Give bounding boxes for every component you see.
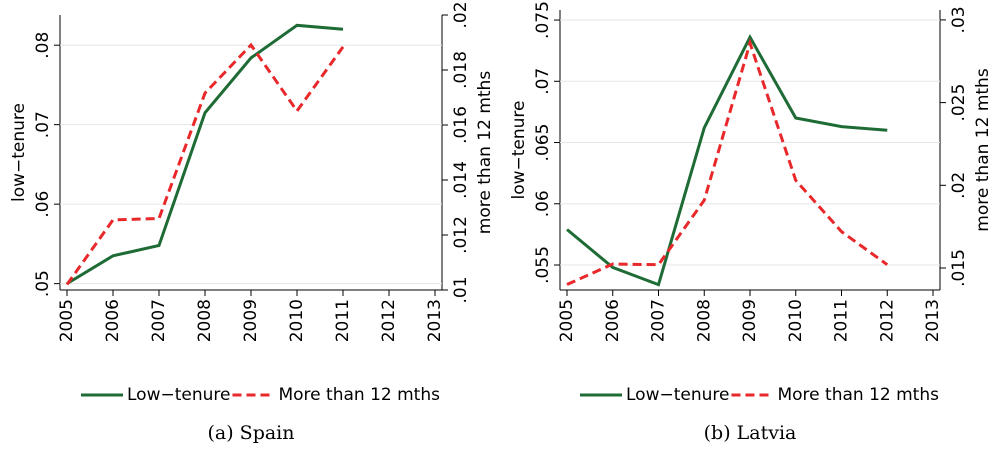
y-tick-label: .08 [33,32,53,59]
x-tick-label: 2005 [57,299,77,342]
x-tick-label: 2007 [149,299,169,342]
x-tick-label: 2008 [694,299,714,342]
y-axis-title: low−tenure [9,103,29,202]
y2-tick-label: .015 [949,249,969,287]
x-tick-label: 2013 [923,299,943,342]
y-tick-label: .055 [533,246,553,284]
y-axis-title: low−tenure [509,100,529,199]
x-tick-label: 2011 [333,299,353,342]
x-tick-label: 2007 [649,299,669,342]
series-line [65,42,345,286]
y2-tick-label: .02 [949,172,969,199]
x-tick-label: 2010 [287,299,307,342]
x-tick-label: 2013 [425,299,445,342]
caption: (b) Latvia [704,422,797,444]
y2-tick-label: .018 [451,51,471,89]
x-tick-label: 2006 [103,299,123,342]
x-tick-label: 2005 [557,299,577,342]
caption: (a) Spain [207,422,294,444]
y2-tick-label: .016 [451,106,471,144]
y-tick-label: .065 [533,124,553,162]
y-tick-label: .06 [533,190,553,217]
x-tick-label: 2012 [877,299,897,342]
y2-axis-title: more than 12 mths [973,68,991,232]
y2-tick-label: .02 [451,1,471,28]
series-line [566,38,889,286]
legend-label: Low−tenure [626,385,729,405]
legend-label: More than 12 mths [278,385,440,405]
y2-tick-label: .03 [949,6,969,33]
y-tick-label: .07 [533,68,553,95]
x-tick-label: 2011 [832,299,852,342]
legend-label: Low−tenure [127,385,230,405]
x-tick-label: 2009 [241,299,261,342]
x-tick-label: 2008 [195,299,215,342]
x-tick-label: 2012 [379,299,399,342]
series-line [66,23,344,285]
y2-tick-label: .01 [451,276,471,303]
y-tick-label: .07 [33,111,53,138]
legend-label: More than 12 mths [777,385,939,405]
y-tick-label: .075 [533,1,553,39]
y2-axis-title: more than 12 mths [475,71,495,235]
x-tick-label: 2010 [786,299,806,342]
y-tick-label: .06 [33,191,53,218]
y2-tick-label: .025 [949,84,969,122]
series-line [566,34,888,287]
x-tick-label: 2006 [603,299,623,342]
y-tick-label: .05 [33,270,53,297]
y2-tick-label: .012 [451,216,471,254]
y2-tick-label: .014 [451,161,471,199]
x-tick-label: 2009 [740,299,760,342]
